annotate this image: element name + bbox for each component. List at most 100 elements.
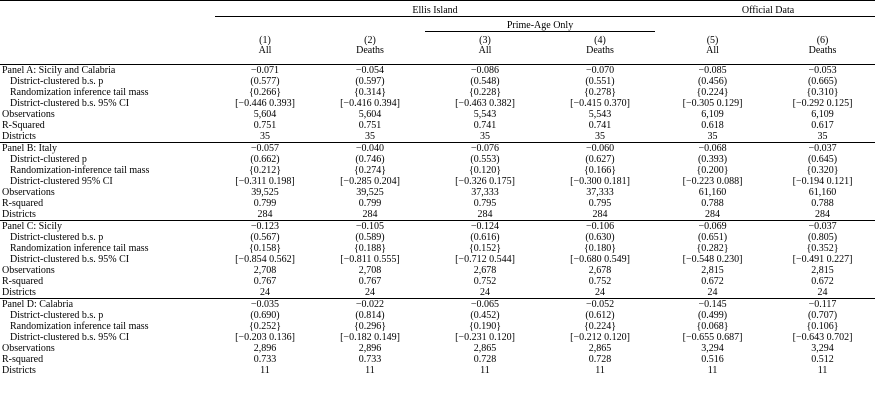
cell-value: 5,604 [253,109,277,120]
column-label: Deaths [545,46,656,65]
cell-value: 6,109 [701,109,724,120]
cell-value: (0.627) [585,154,615,165]
row-label: Districts [2,131,36,142]
cell-value: [−0.811 0.555] [340,254,400,265]
table-row: Panel C: Sicily −0.123 −0.105 −0.124 −0.106−… [0,220,875,232]
cell-value: {0.224} [583,321,617,332]
cell-value: 35 [260,131,270,142]
cell-value: 0.751 [358,120,382,131]
cell-value: {0.282} [696,243,729,254]
column-number: (3) [479,35,491,46]
table-row: Randomization inference tail mass {0.252}… [0,321,875,332]
cell-value: 0.672 [811,276,834,287]
cell-value: −0.053 [808,64,837,76]
cell-value: [−0.292 0.125] [792,98,853,109]
cell-value: 11 [480,365,490,376]
cell-value: 35 [595,131,606,142]
cell-value: −0.123 [215,220,315,232]
cell-value: (0.553) [470,154,500,165]
cell-value: 0.767 [253,276,277,287]
cell-value: {0.200} [696,165,729,176]
column-number: (5) [706,35,719,46]
cell-value: −0.065 [425,298,545,310]
cell-value: −0.105 [315,220,425,232]
cell-value: (0.616) [470,232,500,243]
column-label: All [215,46,315,65]
cell-value: [−0.300 0.181] [570,176,630,187]
cell-value: 11 [817,365,828,376]
cell-value: (0.651) [697,232,728,243]
table-row: District-clustered p (0.662) (0.746) (0.553… [0,154,875,165]
cell-value: (0.630) [585,232,615,243]
cell-value: {0.320} [806,165,839,176]
cell-value: 2,865 [473,343,497,354]
table-row: Districts 24 24 24 24 24 24 [0,287,875,299]
cell-value: −0.070 [585,64,615,76]
table-row: District-clustered b.s. 95% CI [−0.446 0.… [0,98,875,109]
column-number: (2) [364,35,376,46]
cell-value: 39,525 [251,187,279,198]
cell-value: −0.085 [698,64,727,76]
row-label: Randomization inference tail mass [10,321,149,332]
cell-value: 2,865 [588,343,612,354]
cell-value: 0.512 [811,354,834,365]
cell-value: {0.106} [806,321,839,332]
cell-value: [−0.326 0.175] [455,176,515,187]
cell-value: −0.054 [355,64,385,76]
row-label: District-clustered 95% CI [10,176,113,187]
row-label: District-clustered b.s. 95% CI [10,254,130,265]
cell-value: {0.274} [353,165,387,176]
header-row: (1) (2) (3) (4) (5) (6) [0,32,875,47]
cell-value: −0.060 [545,142,656,154]
row-label: R-squared [2,276,44,287]
cell-value: [−0.643 0.702] [792,332,853,343]
cell-value: 11 [595,365,605,376]
cell-value: 2,815 [701,265,724,276]
cell-value: (0.589) [355,232,385,243]
cell-value: 35 [707,131,718,142]
table-row: Districts 11 11 11 11 11 11 [0,365,875,376]
cell-value: [−0.415 0.370] [570,98,630,109]
cell-value: 24 [817,287,828,298]
cell-value: 24 [365,287,375,298]
row-label: Randomization-inference tail mass [10,165,150,176]
cell-value: [−0.446 0.393] [235,98,295,109]
cell-value: (0.662) [250,154,280,165]
table-row: Panel A: Sicily and Calabria −0.071 −0.054… [0,65,875,77]
cell-value: (0.456) [697,76,728,87]
table-row: Observations 2,896 2,896 2,865 2,865 3,294 3,2… [0,343,875,354]
header-row: Ellis Island Official Data [0,0,875,17]
column-label: Deaths [315,46,425,65]
header-row: Prime-Age Only [0,16,875,32]
table-row: District-clustered 95% CI [−0.311 0.198] [… [0,176,875,187]
cell-value: {0.180} [583,243,617,254]
table-row: District-clustered b.s. 95% CI [−0.203 0.… [0,332,875,343]
panel-title: Panel B: Italy [0,142,215,154]
cell-value: 0.672 [701,276,724,287]
cell-value: (0.393) [697,154,728,165]
column-label: All [425,46,545,65]
cell-value: 11 [365,365,375,376]
cell-value: {0.166} [583,165,617,176]
row-label: District-clustered p [10,154,87,165]
cell-value: −0.037 [770,142,875,154]
cell-value: [−0.212 0.120] [570,332,630,343]
cell-value: −0.086 [470,64,500,76]
table-row: R-squared 0.767 0.767 0.752 0.752 0.672 0.672 [0,276,875,287]
table-row: Observations 5,604 5,604 5,543 5,543 6,109 6,1… [0,109,875,120]
table-row: Observations 2,708 2,708 2,678 2,678 2,815 2,8… [0,265,875,276]
row-label: Observations [2,109,55,120]
cell-value: −0.076 [425,142,545,154]
cell-value: 5,604 [358,109,382,120]
cell-value: [−0.223 0.088] [682,176,743,187]
cell-value: [−0.416 0.394] [340,98,400,109]
panel-title: Panel C: Sicily [0,220,215,232]
cell-value: {0.310} [806,87,839,98]
row-label: Districts [2,287,36,298]
cell-value: {0.152} [468,243,502,254]
row-label: Districts [2,365,36,376]
cell-value: [−0.231 0.120] [455,332,515,343]
cell-value: 35 [480,131,490,142]
cell-value: {0.158} [248,243,282,254]
row-label: District-clustered b.s. p [10,232,104,243]
